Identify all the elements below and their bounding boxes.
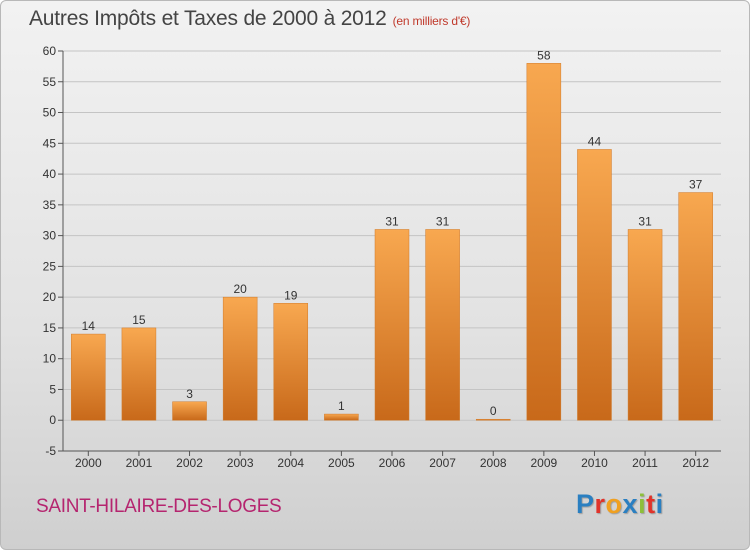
value-label: 3	[186, 387, 193, 401]
logo-letter: o	[605, 489, 623, 519]
value-label: 31	[436, 214, 450, 228]
bar-2001	[121, 327, 157, 421]
y-tick-label: 35	[43, 198, 57, 212]
bar-2006	[374, 229, 410, 421]
value-label: 0	[490, 404, 497, 418]
value-label: 19	[284, 288, 298, 302]
y-tick-label: 20	[43, 290, 57, 304]
value-label: 1	[338, 399, 345, 413]
y-tick-label: 10	[43, 352, 57, 366]
x-tick-label: 2011	[632, 456, 658, 470]
title-unit: (en milliers d'€)	[392, 14, 471, 28]
x-tick-label: 2010	[581, 456, 608, 470]
logo-letter: i	[655, 489, 664, 519]
x-tick-label: 2009	[530, 456, 557, 470]
x-tick-label: 2012	[682, 456, 709, 470]
value-label: 20	[233, 282, 247, 296]
chart-title: Autres Impôts et Taxes de 2000 à 2012 (en…	[29, 7, 470, 31]
logo-letter: t	[646, 489, 656, 519]
bar-2010	[577, 149, 612, 421]
value-label: 37	[689, 178, 703, 192]
logo-letter: r	[594, 489, 606, 519]
title-text: Autres Impôts et Taxes de 2000 à 2012	[29, 7, 387, 30]
logo-letter: x	[622, 489, 639, 519]
y-tick-label: 55	[43, 75, 57, 89]
value-label: 58	[537, 48, 551, 62]
bar-2007	[425, 229, 460, 421]
proxiti-logo: Proxiti	[576, 489, 664, 520]
bar-2003	[222, 296, 258, 421]
x-tick-label: 2008	[480, 456, 507, 470]
logo-letter: P	[576, 489, 595, 519]
value-label: 14	[82, 319, 96, 333]
x-tick-label: 2001	[126, 456, 153, 470]
value-label: 15	[132, 313, 146, 327]
y-tick-label: 40	[43, 167, 57, 181]
x-tick-label: 2000	[75, 456, 102, 470]
bar-2000	[71, 333, 106, 421]
y-tick-label: 45	[43, 136, 57, 150]
value-label: 44	[588, 134, 602, 148]
city-name: SAINT-HILAIRE-DES-LOGES	[36, 496, 282, 517]
bar-2002	[172, 401, 207, 421]
y-tick-label: 30	[43, 229, 57, 243]
y-tick-label: -5	[45, 444, 56, 458]
y-tick-label: 25	[43, 259, 57, 273]
x-tick-label: 2007	[429, 456, 456, 470]
x-tick-label: 2004	[277, 456, 304, 470]
y-tick-label: 60	[43, 44, 57, 58]
y-tick-label: 15	[43, 321, 57, 335]
value-label: 31	[385, 214, 399, 228]
x-tick-label: 2005	[328, 456, 355, 470]
bar-2009	[526, 63, 562, 421]
bar-2011	[627, 229, 663, 421]
x-tick-label: 2003	[227, 456, 254, 470]
bar-2008	[475, 418, 511, 421]
y-tick-label: 50	[43, 106, 57, 120]
bar-2012	[678, 192, 713, 421]
y-tick-label: 0	[49, 413, 56, 427]
bar-2005	[324, 413, 359, 421]
y-tick-label: 5	[49, 382, 56, 396]
logo-letter: i	[638, 489, 647, 519]
value-label: 31	[638, 214, 652, 228]
bar-2004	[273, 303, 309, 421]
x-tick-label: 2002	[176, 456, 203, 470]
x-tick-label: 2006	[379, 456, 406, 470]
